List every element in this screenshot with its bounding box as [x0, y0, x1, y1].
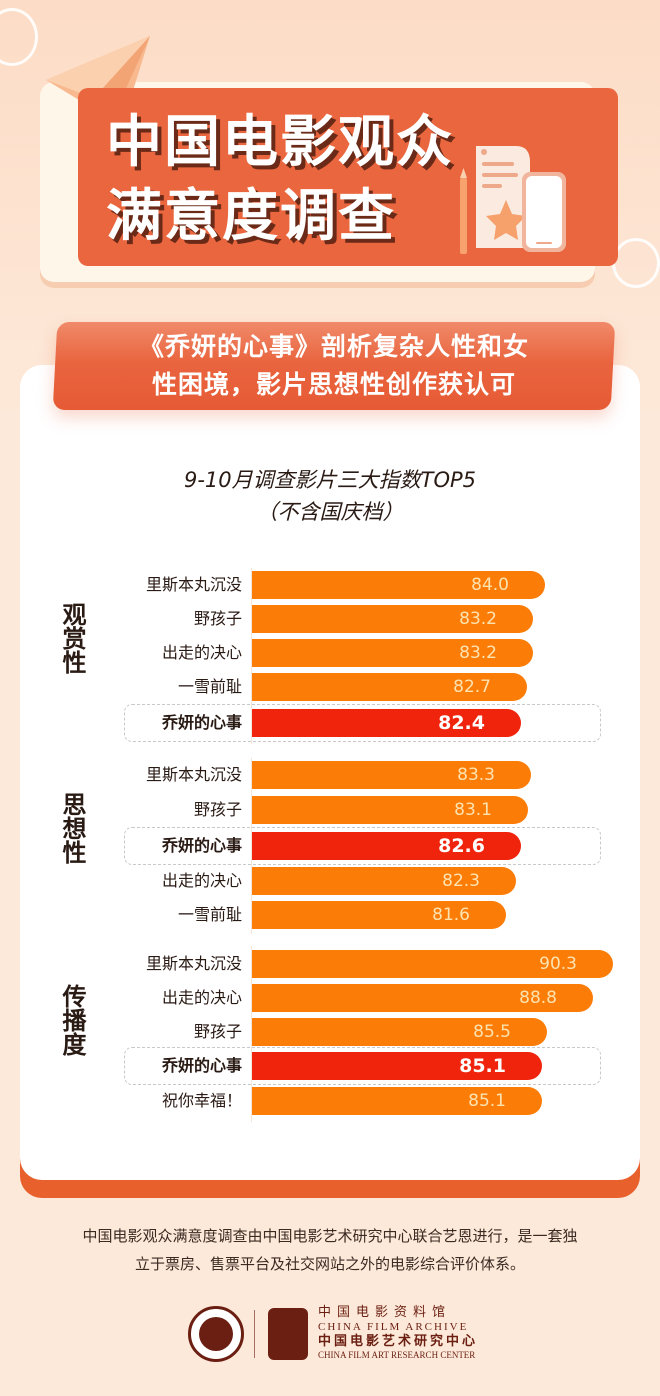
chart-row: 祝你幸福！ 85.1 [0, 1086, 660, 1116]
chart-row: 里斯本丸沉没 90.3 [0, 949, 660, 979]
decorative-loop-left [0, 8, 38, 66]
bar-value: 85.1 [459, 1055, 506, 1077]
axis-line-group-1 [251, 568, 252, 744]
chart-row: 野孩子 83.2 [0, 604, 660, 634]
bar-value: 83.3 [457, 765, 495, 785]
row-name: 里斯本丸沉没 [145, 954, 242, 973]
bar-value: 90.3 [539, 954, 577, 974]
page-title-line1: 中国电影观众 [106, 110, 454, 175]
bar-value: 85.1 [468, 1091, 506, 1111]
logo-en-archive: CHINA FILM ARCHIVE [318, 1321, 469, 1333]
bar-value: 88.8 [519, 988, 557, 1008]
row-name: 野孩子 [193, 609, 242, 628]
axis-line-group-2 [251, 758, 252, 934]
bar-highlight: 82.4 [252, 709, 521, 737]
bar: 84.0 [252, 571, 545, 599]
logos: 中国电影资料馆 CHINA FILM ARCHIVE 中国电影艺术研究中心 CH… [188, 1306, 478, 1366]
row-name: 出走的决心 [161, 643, 242, 662]
row-name: 野孩子 [193, 800, 242, 819]
chart-row: 出走的决心 83.2 [0, 638, 660, 668]
bar-value: 84.0 [471, 575, 509, 595]
decorative-loop-right [612, 238, 660, 288]
bar-value: 82.4 [438, 712, 485, 734]
chart-row-highlight: 乔妍的心事 82.4 [0, 708, 660, 738]
bar: 82.7 [252, 673, 527, 701]
row-name: 一雪前耻 [177, 677, 242, 696]
bar-highlight: 82.6 [252, 832, 521, 860]
footer-note-line1: 中国电影观众满意度调查由中国电影艺术研究中心联合艺恩进行，是一套独 [82, 1227, 578, 1245]
logo-divider [254, 1310, 255, 1358]
bar-value: 83.1 [454, 800, 492, 820]
bar-value: 85.5 [473, 1022, 511, 1042]
highlight-box [124, 827, 601, 865]
bar: 83.2 [252, 605, 533, 633]
archive-seal-logo [188, 1306, 244, 1362]
bar-value: 82.6 [438, 835, 485, 857]
chart-subtitle: （不含国庆档） [256, 500, 404, 524]
chart-row: 出走的决心 88.8 [0, 983, 660, 1013]
bar: 88.8 [252, 984, 593, 1012]
bar: 83.1 [252, 796, 528, 824]
row-name: 一雪前耻 [177, 905, 242, 924]
highlight-box [124, 1047, 601, 1085]
chart-row-highlight: 乔妍的心事 85.1 [0, 1051, 660, 1081]
chart-row-highlight: 乔妍的心事 82.6 [0, 831, 660, 861]
row-name: 乔妍的心事 [161, 836, 242, 855]
chart-row: 里斯本丸沉没 83.3 [0, 760, 660, 790]
chart-title: 9-10月调查影片三大指数TOP5 [183, 468, 477, 492]
row-name: 祝你幸福！ [161, 1091, 242, 1110]
bar: 90.3 [252, 950, 613, 978]
bar-value: 83.2 [459, 609, 497, 629]
logo-cn-archive: 中国电影资料馆 [318, 1305, 452, 1320]
group-label-spread: 传播度 [58, 984, 86, 1056]
chart-row: 野孩子 83.1 [0, 795, 660, 825]
row-name: 里斯本丸沉没 [145, 765, 242, 784]
chart-row: 一雪前耻 82.7 [0, 672, 660, 702]
footer-note: 中国电影观众满意度调查由中国电影艺术研究中心联合艺恩进行，是一套独 立于票房、售… [0, 1222, 660, 1278]
bar-value: 83.2 [459, 643, 497, 663]
subtitle: 《乔妍的心事》剖析复杂人性和女 性困境，影片思想性创作获认可 [55, 328, 613, 404]
survey-document-phone-icon [460, 146, 566, 254]
bar-value: 82.7 [453, 677, 491, 697]
cfa-mark-logo [268, 1308, 308, 1360]
chart-row: 出走的决心 82.3 [0, 866, 660, 896]
row-name: 乔妍的心事 [161, 713, 242, 732]
footer-note-line2: 立于票房、售票平台及社交网站之外的电影综合评价体系。 [134, 1255, 525, 1273]
highlight-box [124, 704, 601, 742]
row-name: 出走的决心 [161, 871, 242, 890]
bar: 83.3 [252, 761, 531, 789]
logo-cn-research: 中国电影艺术研究中心 [318, 1334, 479, 1349]
subtitle-line1: 《乔妍的心事》剖析复杂人性和女 [138, 332, 529, 361]
chart-row: 野孩子 85.5 [0, 1017, 660, 1047]
bar: 83.2 [252, 639, 533, 667]
logo-text: 中国电影资料馆 CHINA FILM ARCHIVE 中国电影艺术研究中心 CH… [318, 1306, 478, 1361]
bar-highlight: 85.1 [252, 1052, 542, 1080]
bar-value: 82.3 [442, 871, 480, 891]
bar: 81.6 [252, 901, 506, 929]
logo-en-research: CHINA FILM ART RESEARCH CENTER [318, 1350, 476, 1360]
chart-row: 里斯本丸沉没 84.0 [0, 570, 660, 600]
bar: 85.1 [252, 1087, 542, 1115]
row-name: 野孩子 [193, 1022, 242, 1041]
row-name: 里斯本丸沉没 [145, 575, 242, 594]
page-title: 中国电影观众 满意度调查 [106, 106, 454, 254]
group-label-viewing: 观赏性 [58, 602, 86, 674]
row-name: 出走的决心 [161, 988, 242, 1007]
bar: 85.5 [252, 1018, 547, 1046]
bar-value: 81.6 [432, 905, 470, 925]
page-title-line2: 满意度调查 [106, 184, 396, 249]
subtitle-line2: 性困境，影片思想性创作获认可 [151, 370, 516, 399]
axis-line-group-3 [251, 946, 252, 1122]
bar: 82.3 [252, 867, 516, 895]
group-label-thought: 思想性 [58, 792, 86, 864]
row-name: 乔妍的心事 [161, 1056, 242, 1075]
chart-row: 一雪前耻 81.6 [0, 900, 660, 930]
